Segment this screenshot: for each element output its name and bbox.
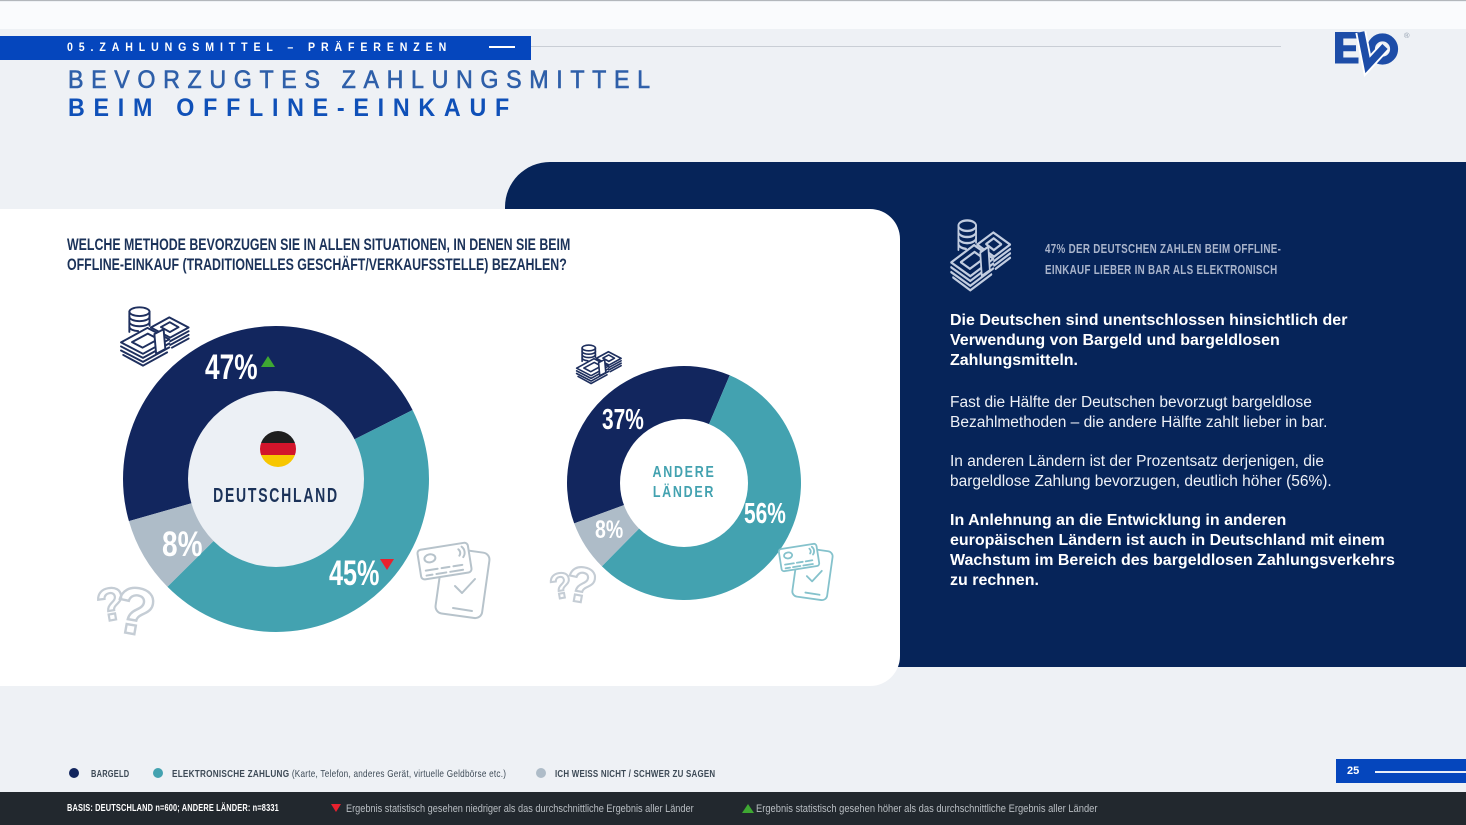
svg-text:®: ® — [1404, 31, 1410, 40]
